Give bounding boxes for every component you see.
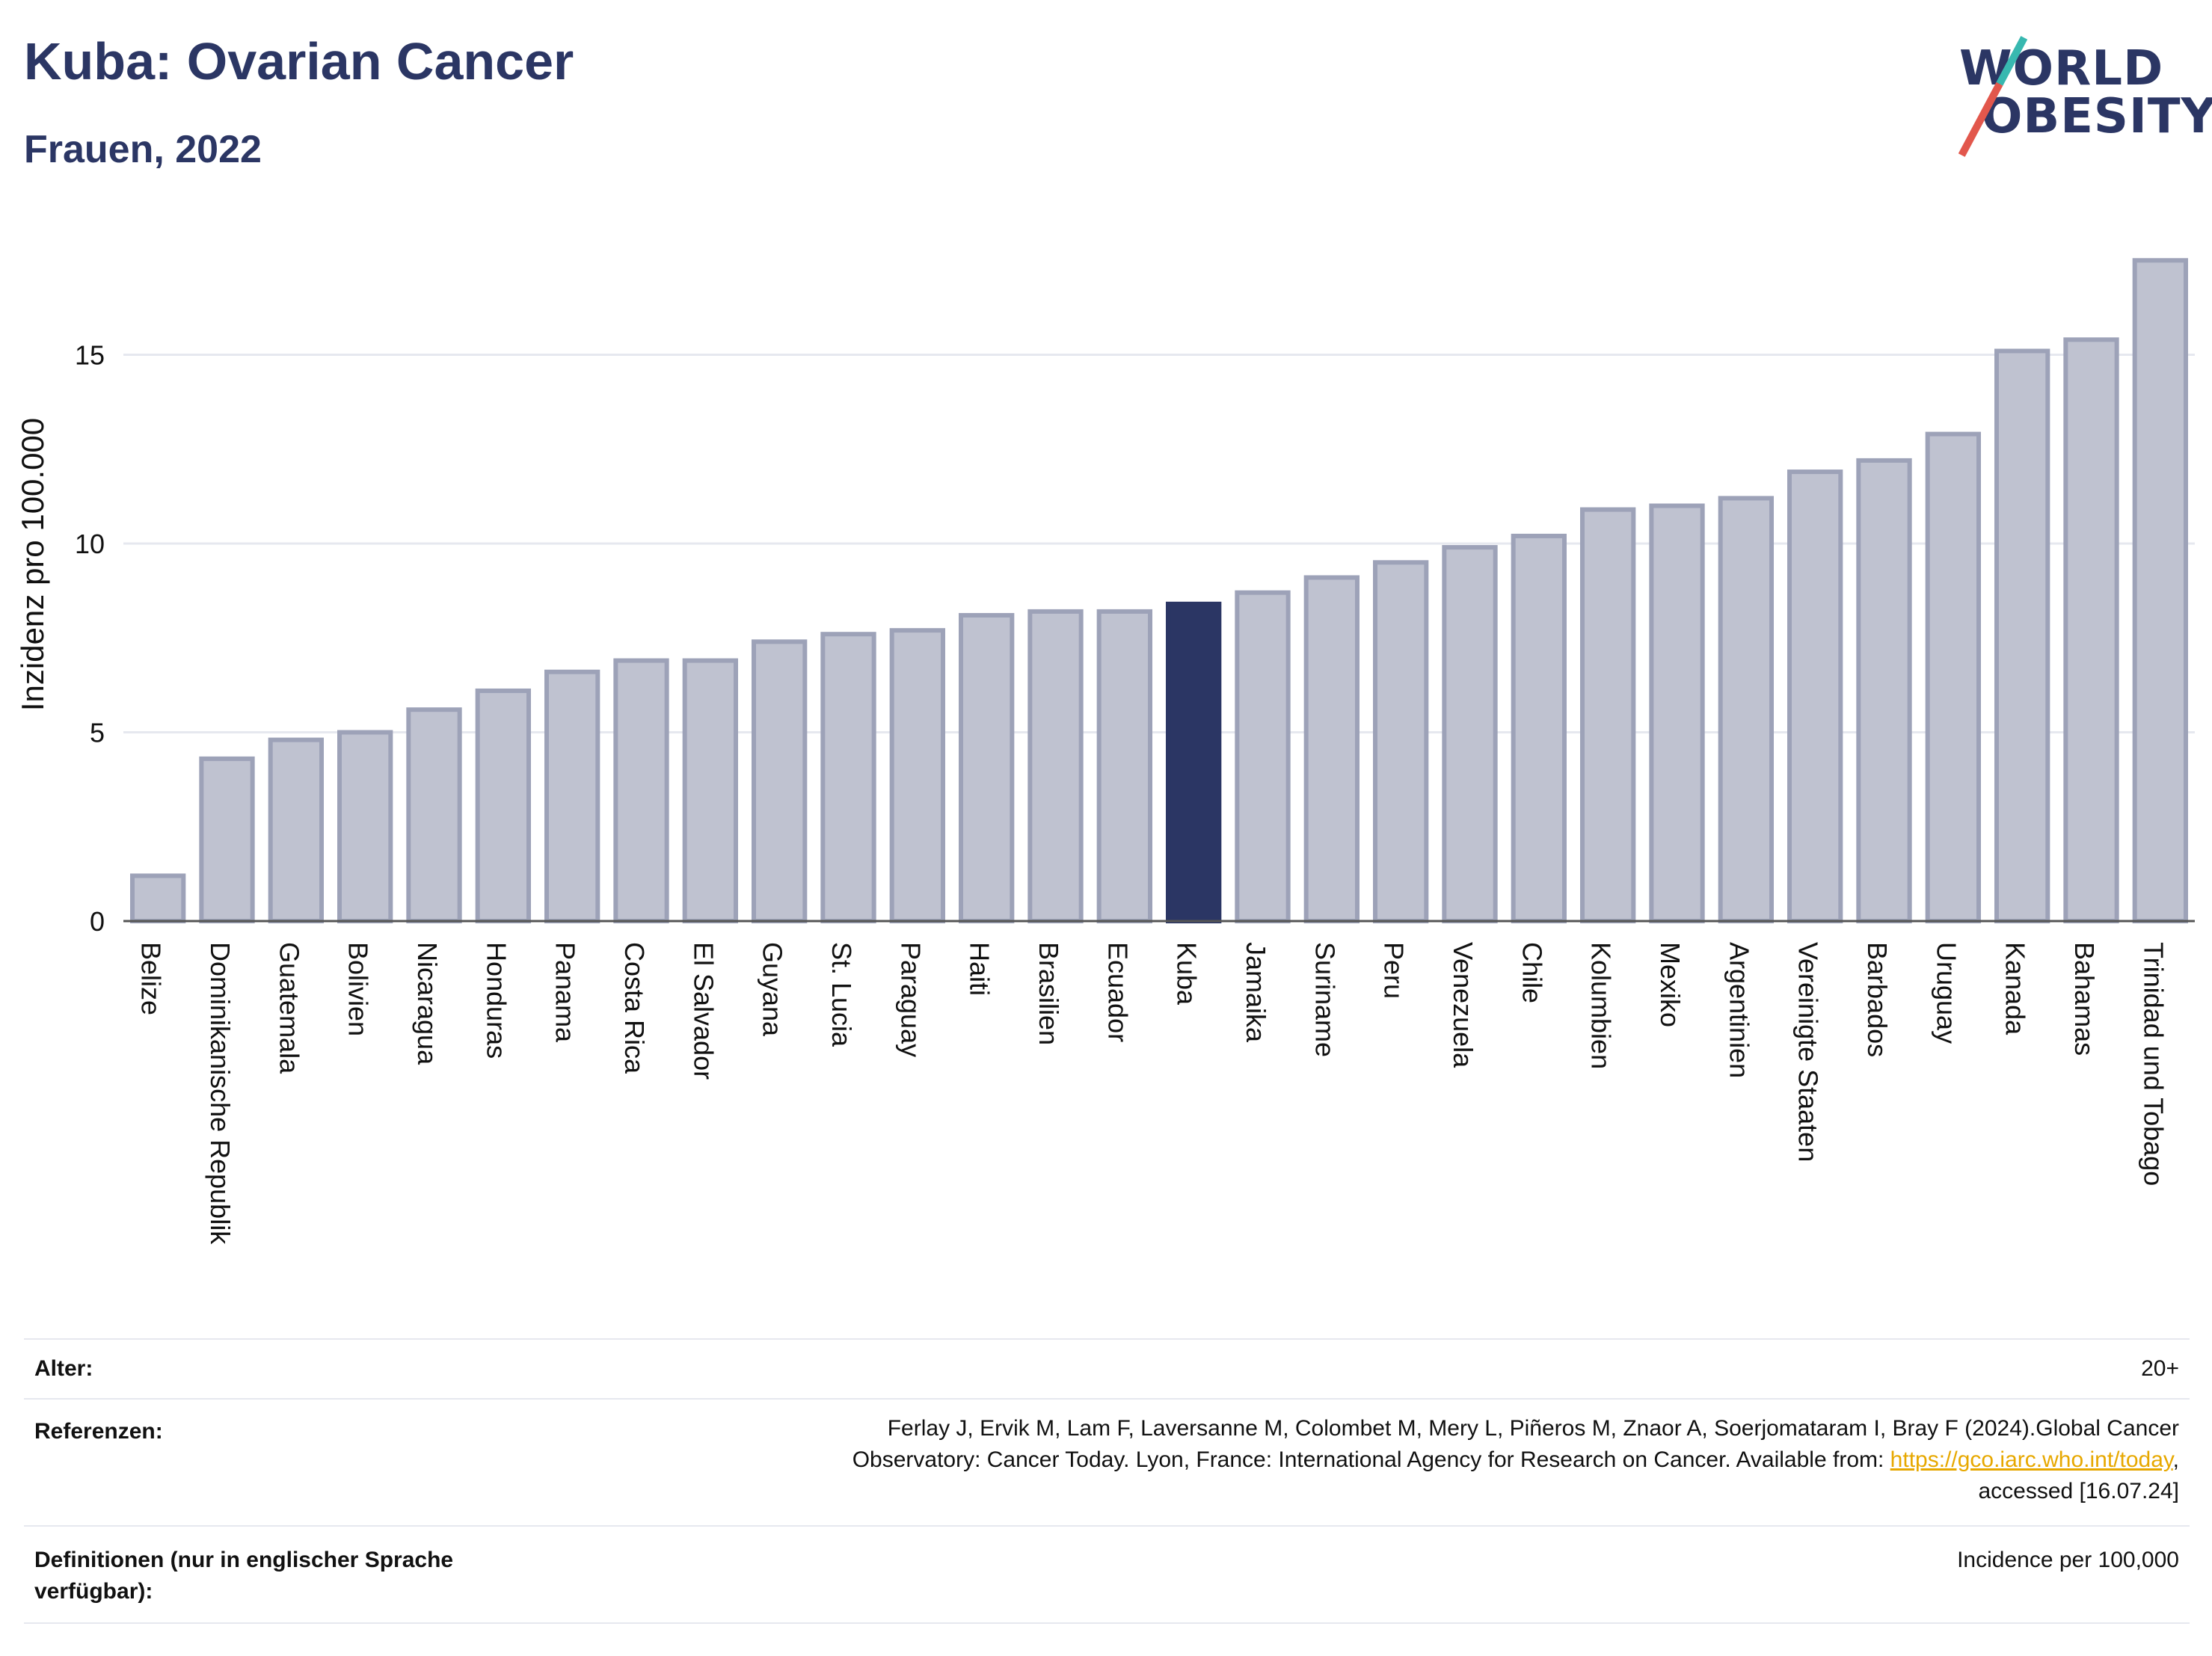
definitions-value: Incidence per 100,000: [1957, 1548, 2179, 1572]
bar-argentinien: [1718, 496, 1774, 923]
bar-chart: 0 5 10 15 Belize Dominikanische Republik Guat…: [15, 258, 2195, 1245]
bar-uruguay: [1925, 431, 1981, 923]
x-tick-label: Paraguay: [895, 942, 926, 1057]
reference-line-2: Observatory: Cancer Today. Lyon, France:…: [534, 1444, 2179, 1476]
x-tick-label: Kolumbien: [1586, 942, 1617, 1069]
bar-costa-rica: [613, 658, 669, 923]
reference-comma: ,: [2172, 1447, 2179, 1472]
x-tick-label: Haiti: [965, 942, 995, 996]
meta-row-definitions: Definitionen (nur in englischer Sprache …: [24, 1525, 2190, 1624]
meta-row-references: Referenzen: Ferlay J, Ervik M, Lam F, La…: [24, 1398, 2190, 1519]
x-tick-label: Chile: [1517, 942, 1547, 1003]
x-tick-label: Suriname: [1309, 942, 1340, 1057]
bar-kolumbien: [1580, 507, 1636, 923]
age-value: 20+: [2141, 1356, 2179, 1381]
x-tick-label: Bolivien: [343, 942, 374, 1036]
bar-panama: [544, 669, 600, 923]
logo-line-2: OBESITY: [1982, 89, 2212, 144]
bar-st-lucia: [820, 632, 876, 923]
x-tick-label: Bahamas: [2069, 942, 2100, 1056]
x-tick-label: El Salvador: [688, 942, 719, 1080]
x-tick-label: Dominikanische Republik: [205, 942, 236, 1245]
age-label: Alter:: [34, 1356, 93, 1381]
x-tick-label: Uruguay: [1931, 942, 1961, 1044]
y-axis-label: Inzidenz pro 100.000: [15, 418, 50, 711]
bar-nicaragua: [406, 707, 462, 923]
bar-honduras: [475, 688, 531, 923]
bar-kanada: [1994, 348, 2050, 923]
bar-bahamas: [2063, 337, 2119, 924]
x-tick-label: Guyana: [758, 942, 788, 1037]
x-tick-label: Barbados: [1862, 942, 1893, 1057]
x-tick-label: Peru: [1379, 942, 1410, 999]
x-tick-label: Argentinien: [1724, 942, 1754, 1078]
reference-line-1: Ferlay J, Ervik M, Lam F, Laversanne M, …: [887, 1416, 2179, 1441]
x-tick-label: Trinidad und Tobago: [2138, 942, 2169, 1186]
meta-row-age: Alter: 20+: [24, 1338, 2190, 1398]
y-tick-label: 5: [90, 718, 105, 748]
bar-kuba: [1166, 601, 1222, 923]
bar-belize: [130, 873, 186, 924]
x-tick-label: Guatemala: [274, 942, 304, 1074]
y-tick-label: 10: [75, 529, 105, 559]
x-tick-label: Mexiko: [1655, 942, 1686, 1027]
bar-peru: [1373, 560, 1429, 923]
bar-guatemala: [268, 737, 324, 923]
bar-barbados: [1856, 458, 1912, 923]
x-tick-label: Honduras: [481, 942, 511, 1059]
grid-lines: [123, 354, 2195, 733]
chart-title: Kuba: Ovarian Cancer: [24, 32, 574, 90]
bar-vereinigte-staaten: [1787, 470, 1843, 923]
bar-bolivien: [337, 730, 393, 923]
reference-line-3: accessed [16.07.24]: [1978, 1479, 2179, 1503]
bar-ecuador: [1096, 609, 1152, 924]
bar-jamaika: [1235, 590, 1291, 924]
bar-brasilien: [1027, 609, 1084, 924]
bar-trinidad-und-tobago: [2132, 258, 2188, 923]
y-axis-ticks: 0 5 10 15: [75, 340, 105, 938]
bars: [130, 258, 2188, 924]
x-tick-label: Venezuela: [1448, 942, 1478, 1068]
definitions-label: Definitionen (nur in englischer Sprache …: [34, 1548, 454, 1604]
bar-venezuela: [1442, 545, 1498, 923]
chart-subtitle: Frauen, 2022: [24, 128, 262, 171]
bar-guyana: [752, 639, 808, 923]
x-tick-label: Costa Rica: [619, 942, 650, 1074]
x-tick-label: Vereinigte Staaten: [1793, 942, 1824, 1162]
x-tick-label: Kuba: [1172, 942, 1202, 1006]
x-tick-label: Kanada: [2000, 942, 2031, 1035]
bar-mexiko: [1649, 503, 1705, 923]
reference-link[interactable]: https://gco.iarc.who.int/today: [1890, 1447, 2173, 1472]
bar-el-salvador: [682, 658, 738, 923]
x-tick-label: Brasilien: [1033, 942, 1064, 1045]
x-tick-label: Belize: [136, 942, 167, 1015]
world-obesity-logo: WORLD OBESITY: [1958, 30, 2212, 164]
x-tick-label: Ecuador: [1102, 942, 1133, 1042]
x-tick-label: Jamaika: [1241, 942, 1271, 1043]
logo-line-1: WORLD: [1959, 41, 2164, 96]
x-tick-label: Panama: [550, 942, 581, 1043]
y-tick-label: 15: [75, 340, 105, 371]
x-axis-labels: Belize Dominikanische Republik Guatemala Bo…: [136, 942, 2169, 1245]
references-label: Referenzen:: [34, 1419, 163, 1444]
y-tick-label: 0: [90, 906, 105, 937]
metadata-table: Alter: 20+ Referenzen: Ferlay J, Ervik M…: [24, 1338, 2190, 1637]
bar-chile: [1511, 533, 1567, 923]
bar-dominikanische-republik: [199, 756, 255, 923]
x-tick-label: St. Lucia: [826, 942, 857, 1047]
references-value: Ferlay J, Ervik M, Lam F, Laversanne M, …: [534, 1413, 2179, 1507]
x-tick-label: Nicaragua: [412, 942, 443, 1065]
bar-haiti: [959, 612, 1015, 923]
bar-suriname: [1303, 575, 1360, 923]
reference-line-2-text: Observatory: Cancer Today. Lyon, France:…: [852, 1447, 1890, 1472]
bar-paraguay: [889, 628, 945, 924]
